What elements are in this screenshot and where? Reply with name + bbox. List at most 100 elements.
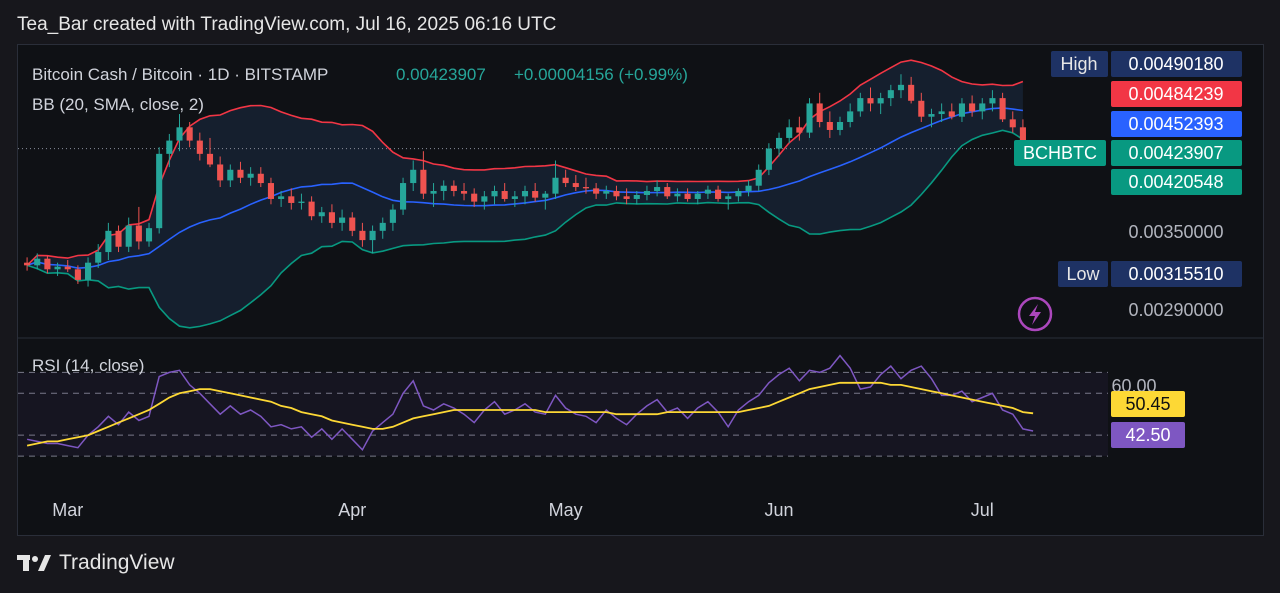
candle-body xyxy=(471,193,478,202)
candles-layer xyxy=(24,74,1026,287)
x-tick-apr: Apr xyxy=(338,500,366,520)
candle-body xyxy=(278,196,285,199)
candle-body xyxy=(125,225,132,247)
candle-body xyxy=(328,212,335,223)
candle-body xyxy=(247,173,254,178)
candle-body xyxy=(64,266,71,270)
candle-body xyxy=(257,173,264,184)
candle-body xyxy=(613,191,620,197)
close-value-bg xyxy=(1111,140,1242,166)
candle-body xyxy=(725,196,732,199)
candle-body xyxy=(542,193,549,198)
candle-body xyxy=(501,191,508,199)
candle-body xyxy=(918,100,925,117)
candle-body xyxy=(511,196,518,199)
candle-body xyxy=(85,262,92,280)
low-label: Low xyxy=(1066,264,1100,284)
candle-body xyxy=(44,258,51,270)
candle-body xyxy=(349,217,356,231)
candle-body xyxy=(460,191,468,194)
candle-body xyxy=(684,193,691,199)
upper-band-line xyxy=(26,59,1024,266)
candle-body xyxy=(308,201,315,217)
candle-body xyxy=(633,194,640,199)
rsi-value-bg xyxy=(1111,422,1185,448)
lightning-icon[interactable] xyxy=(1017,296,1053,332)
candle-body xyxy=(928,114,935,117)
candle-body xyxy=(186,127,193,141)
candle-body xyxy=(745,185,752,192)
footer-brand: TradingView xyxy=(59,551,175,574)
candle-body xyxy=(958,103,965,117)
rsi-ma-line xyxy=(26,381,1034,447)
rsi-band-fill xyxy=(18,372,1108,457)
candle-body xyxy=(267,183,275,199)
candle-body xyxy=(440,185,447,192)
candle-body xyxy=(34,258,41,266)
candle-body xyxy=(135,225,142,242)
candle-body xyxy=(765,148,772,170)
rsi-ma-value: 50.45 xyxy=(1125,394,1170,414)
chart-svg[interactable]: Bitcoin Cash / Bitcoin · 1D · BITSTAMP 0… xyxy=(18,45,1263,535)
candle-body xyxy=(400,183,407,210)
candle-body xyxy=(786,127,793,138)
rsi-layer xyxy=(26,354,1034,452)
candle-body xyxy=(339,217,346,223)
lower-band-value: 0.00420548 xyxy=(1128,172,1223,192)
ticker-label-bg xyxy=(1014,140,1106,166)
upper-band-value: 0.00484239 xyxy=(1128,84,1223,104)
chart-frame[interactable]: Bitcoin Cash / Bitcoin · 1D · BITSTAMP 0… xyxy=(17,44,1264,536)
candle-body xyxy=(217,164,224,181)
upper-band-value-bg xyxy=(1111,81,1242,107)
bb-indicator-label[interactable]: BB (20, SMA, close, 2) xyxy=(32,95,204,114)
candle-body xyxy=(1009,119,1016,128)
candle-body xyxy=(847,111,854,123)
price-tick-2: 0.00290000 xyxy=(1128,300,1223,320)
candle-body xyxy=(145,228,153,242)
candle-body xyxy=(379,222,386,231)
candle-body xyxy=(156,153,163,229)
high-label-bg xyxy=(1051,51,1108,77)
basis-value: 0.00452393 xyxy=(1128,114,1223,134)
candle-body xyxy=(755,169,762,186)
rsi-line xyxy=(26,354,1034,452)
candle-body xyxy=(420,169,427,194)
candle-body xyxy=(806,103,813,133)
candle-body xyxy=(796,127,803,133)
candle-body xyxy=(227,169,234,181)
high-value-bg xyxy=(1111,51,1242,77)
rsi-indicator-label[interactable]: RSI (14, close) xyxy=(32,356,144,375)
candle-body xyxy=(572,183,579,188)
candle-body xyxy=(664,187,671,197)
candle-body xyxy=(938,111,945,115)
candle-body xyxy=(74,269,81,280)
price-tick-1: 0.00350000 xyxy=(1128,222,1223,242)
candle-body xyxy=(775,137,783,149)
candle-body xyxy=(176,127,183,141)
grid-layer xyxy=(18,148,1108,457)
candle-body xyxy=(532,191,539,198)
candle-body xyxy=(582,187,590,189)
candle-body xyxy=(593,188,600,194)
candle-body xyxy=(715,189,722,199)
candle-body xyxy=(603,191,610,194)
candle-body xyxy=(288,196,295,203)
low-value: 0.00315510 xyxy=(1128,264,1223,284)
candle-body xyxy=(887,90,894,99)
candle-body xyxy=(694,193,701,199)
low-label-bg xyxy=(1058,261,1108,287)
high-label: High xyxy=(1060,54,1097,74)
ticker-label: BCHBTC xyxy=(1023,143,1097,163)
candle-body xyxy=(95,252,102,263)
candle-body xyxy=(389,209,396,223)
x-axis: Mar Apr May Jun Jul xyxy=(52,500,994,520)
candle-body xyxy=(826,122,833,130)
candle-body xyxy=(521,191,529,197)
candle-body xyxy=(206,153,214,165)
candle-body xyxy=(105,230,112,253)
candle-body xyxy=(196,140,203,154)
candle-body xyxy=(562,177,569,184)
candle-body xyxy=(623,196,630,199)
candle-body xyxy=(430,191,437,194)
candle-body xyxy=(410,169,417,184)
